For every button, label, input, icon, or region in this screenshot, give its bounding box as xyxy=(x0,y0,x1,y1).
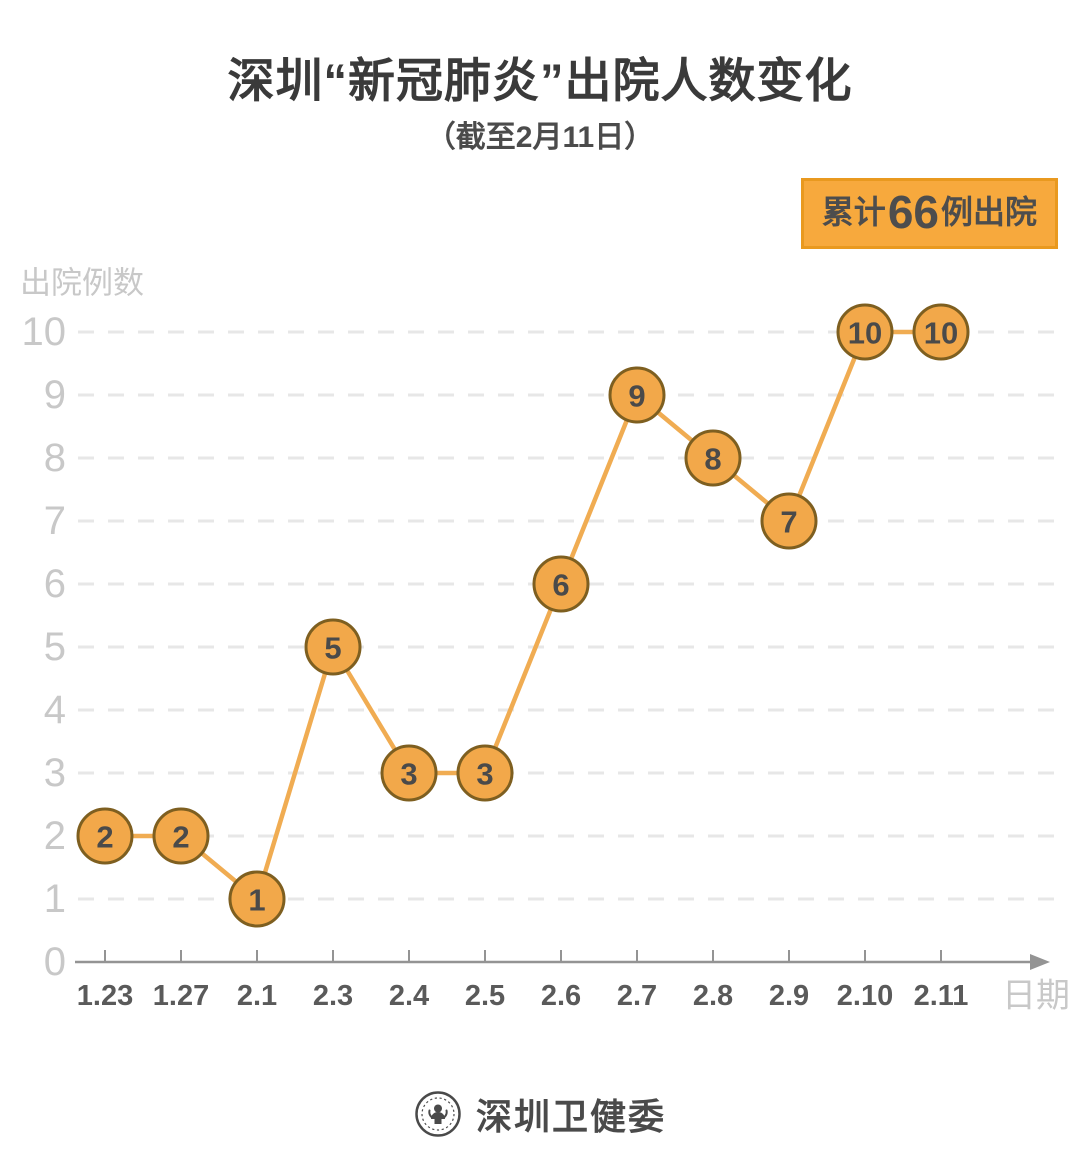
y-tick-label: 1 xyxy=(44,877,66,921)
data-point-value-label: 2 xyxy=(172,820,189,855)
y-tick-label: 5 xyxy=(44,625,66,669)
footer-source-label: 深圳卫健委 xyxy=(475,1096,666,1137)
data-point-value-label: 5 xyxy=(324,631,341,666)
data-point-marker xyxy=(152,807,210,865)
data-point-marker xyxy=(912,303,970,361)
x-tick-label: 2.11 xyxy=(914,980,969,1012)
data-point-marker xyxy=(532,555,590,613)
data-point-marker xyxy=(456,744,514,802)
x-tick-label: 1.27 xyxy=(153,980,209,1012)
data-point-value-label: 9 xyxy=(628,379,645,414)
y-tick-label: 10 xyxy=(22,310,67,354)
y-tick-label: 8 xyxy=(44,436,66,480)
badge-prefix: 累计 xyxy=(821,193,886,230)
data-point-value-label: 3 xyxy=(400,757,417,792)
total-discharged-badge: 累计 66 例出院 xyxy=(800,178,1058,249)
y-tick-label: 4 xyxy=(44,688,66,732)
data-point-value-label: 6 xyxy=(552,568,569,603)
y-axis-title: 出院例数 xyxy=(20,266,144,301)
x-tick-label: 2.3 xyxy=(313,980,353,1012)
y-tick-label: 0 xyxy=(44,940,66,984)
x-axis-arrow-icon xyxy=(1030,954,1050,970)
data-point-marker xyxy=(228,870,286,928)
badge-suffix: 例出院 xyxy=(940,193,1037,230)
x-tick-label: 2.9 xyxy=(769,980,809,1012)
x-tick-label: 2.8 xyxy=(693,980,733,1012)
data-point-marker xyxy=(760,492,818,550)
x-tick-label: 2.1 xyxy=(237,980,277,1012)
data-point-marker xyxy=(684,429,742,487)
chart-title: 深圳“新冠肺炎”出院人数变化 xyxy=(227,54,853,107)
data-point-value-label: 2 xyxy=(96,820,113,855)
x-tick-label: 2.7 xyxy=(617,980,657,1012)
x-axis-title: 日期 xyxy=(1002,977,1070,1015)
x-tick-label: 2.4 xyxy=(389,980,429,1012)
data-point-marker xyxy=(76,807,134,865)
data-point-value-label: 8 xyxy=(704,442,721,477)
health-commission-logo-icon xyxy=(415,1091,461,1137)
y-tick-label: 6 xyxy=(44,562,66,606)
x-tick-label: 1.23 xyxy=(77,980,133,1012)
data-point-value-label: 7 xyxy=(780,505,797,540)
series-line xyxy=(102,329,944,902)
x-tick-label: 2.6 xyxy=(541,980,581,1012)
badge-total-number: 66 xyxy=(887,186,939,238)
y-tick-label: 7 xyxy=(44,499,66,543)
x-tick-label: 2.5 xyxy=(465,980,505,1012)
data-point-value-label: 3 xyxy=(476,757,493,792)
data-point-marker xyxy=(836,303,894,361)
y-tick-label: 9 xyxy=(44,373,66,417)
data-point-value-label: 10 xyxy=(848,316,882,351)
x-tick-label: 2.10 xyxy=(837,980,893,1012)
data-point-value-label: 1 xyxy=(248,883,265,918)
y-tick-label: 2 xyxy=(44,814,66,858)
data-point-marker xyxy=(380,744,438,802)
data-point-marker xyxy=(304,618,362,676)
data-point-marker xyxy=(608,366,666,424)
footer: 深圳卫健委 xyxy=(0,1088,1080,1140)
y-tick-label: 3 xyxy=(44,751,66,795)
data-point-value-label: 10 xyxy=(924,316,958,351)
chart-subtitle: （截至2月11日） xyxy=(425,121,655,154)
